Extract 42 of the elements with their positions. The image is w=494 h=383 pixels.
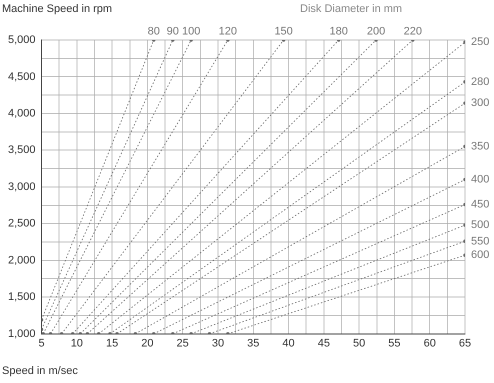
- x-tick-label: 40: [282, 337, 295, 350]
- series-label: 250: [471, 36, 490, 48]
- series-label: 180: [329, 26, 348, 38]
- y-tick-label: 4,500: [8, 70, 36, 83]
- series-label: 300: [471, 97, 490, 110]
- x-tick-label: 45: [318, 337, 330, 350]
- y-tick-label: 2,000: [8, 254, 36, 266]
- series-label: 80: [148, 26, 160, 38]
- x-tick-label: 25: [176, 337, 189, 350]
- series-label: 500: [471, 219, 490, 232]
- y-tick-label: 3,500: [8, 144, 36, 156]
- x-tick-label: 30: [212, 337, 224, 350]
- series-label: 100: [182, 26, 200, 38]
- series-label: 550: [471, 235, 490, 248]
- series-label: 450: [471, 198, 490, 211]
- series-label: 350: [471, 140, 490, 153]
- x-tick-label: 60: [424, 337, 436, 350]
- y-tick-label: 5,000: [8, 34, 36, 46]
- x-tick-label: 5: [38, 337, 45, 350]
- series-label: 90: [166, 26, 179, 38]
- y-tick-label: 3,000: [8, 180, 36, 193]
- x-tick-label: 55: [388, 337, 401, 350]
- series-label: 600: [471, 249, 490, 262]
- x-tick-label: 65: [458, 337, 472, 350]
- series-label: 220: [404, 26, 422, 38]
- x-tick-label: 10: [70, 337, 83, 350]
- y-tick-label: 1,500: [8, 291, 36, 304]
- x-axis-title: Speed in m/sec: [2, 365, 78, 377]
- y-axis-title: Machine Speed in rpm: [2, 3, 112, 15]
- series-label: 200: [366, 26, 386, 38]
- x-tick-label: 50: [353, 337, 366, 350]
- series-label: 280: [471, 76, 490, 88]
- x-tick-label: 20: [141, 337, 154, 350]
- y-tick-label: 4,000: [8, 107, 36, 120]
- y-tick-label: 2,500: [8, 218, 36, 230]
- x-tick-label: 15: [106, 337, 118, 350]
- y-tick-label: 1,000: [8, 328, 36, 340]
- x-tick-label: 35: [247, 337, 260, 350]
- series-label: 400: [471, 174, 490, 186]
- legend-title: Disk Diameter in mm: [300, 3, 402, 15]
- series-label: 150: [274, 26, 293, 38]
- series-label: 120: [218, 26, 238, 38]
